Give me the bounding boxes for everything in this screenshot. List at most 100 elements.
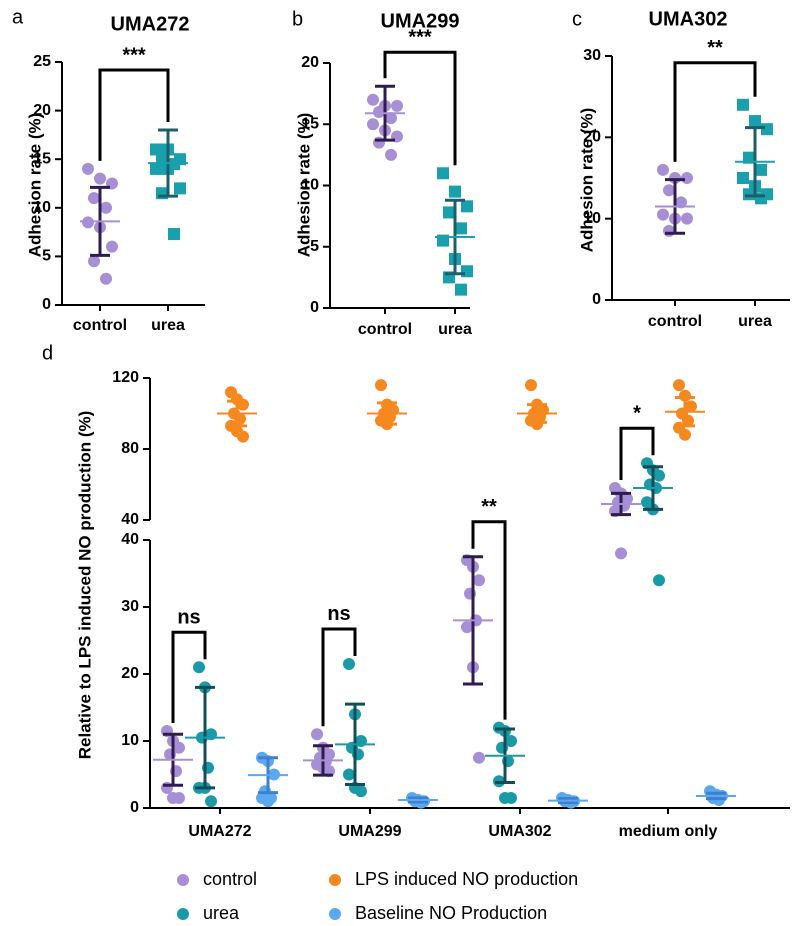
y-tick-label: 0 [310,299,319,316]
significance-label: ns [177,607,200,629]
data-point [755,192,767,205]
y-axis-label: Adhesion rate (%) [25,113,44,258]
significance-bracket [171,630,207,723]
data-point [262,795,274,808]
data-point [749,115,761,128]
legend-label: urea [203,903,240,923]
y-tick-label: 120 [112,369,139,386]
data-point [367,93,379,106]
significance-bracket [383,50,457,166]
y-axis-label: Relative to LPS induced NO production (%… [75,411,94,760]
data-point [681,172,693,184]
data-point [355,785,367,798]
data-point [237,430,249,443]
data-point [525,379,537,392]
data-point [94,172,106,185]
y-tick-label: 15 [33,150,51,167]
data-point [343,657,355,670]
data-point [761,123,773,136]
data-point [505,791,517,804]
y-tick-label: 10 [33,199,51,216]
data-point [150,162,162,175]
chart-title: UMA272 [111,13,190,35]
data-point [205,795,217,808]
data-point [675,196,687,209]
data-point [455,222,467,235]
data-point [367,118,379,131]
legend-marker [177,874,189,886]
y-tick-label: 10 [121,732,139,749]
data-point [743,151,755,164]
significance-bracket [98,68,170,161]
legend-marker [329,874,341,886]
legend-label: control [203,869,257,889]
data-point [653,469,665,482]
y-tick-label: 40 [121,511,139,528]
y-tick-label: 20 [121,665,139,682]
y-tick-label: 0 [592,291,601,308]
y-tick-label: 10 [301,177,319,194]
data-point [681,212,693,225]
y-tick-label: 5 [310,238,319,255]
data-point [106,240,118,253]
x-tick-label: urea [151,317,185,334]
significance-bracket [673,61,757,162]
data-point [473,751,485,764]
data-point [385,112,397,125]
x-tick-label: control [358,321,412,338]
panel-label: d [42,342,53,364]
data-point [743,188,755,201]
y-tick-label: 5 [42,248,51,265]
significance-label: ns [327,603,350,625]
data-point [461,265,473,278]
y-tick-label: 30 [583,47,601,64]
chart-title: UMA302 [649,8,728,30]
data-point [679,428,691,441]
data-point [449,185,461,198]
significance-label: * [633,402,641,424]
x-tick-label: control [648,313,702,330]
data-point [193,661,205,674]
data-point [737,172,749,184]
legend-label: LPS induced NO production [355,869,578,889]
x-tick-label: urea [438,321,472,338]
data-point [150,143,162,156]
x-tick-label: UMA272 [188,823,251,840]
legend-marker [177,908,189,920]
data-point [505,735,517,747]
y-tick-label: 0 [130,799,139,816]
data-point [663,184,675,197]
legend-label: Baseline NO Production [355,903,547,923]
chart-title: UMA299 [381,10,460,32]
data-point [673,379,685,392]
data-point [443,206,455,219]
data-point [473,574,485,587]
data-point [685,400,697,413]
data-point [437,167,449,180]
data-point [657,208,669,221]
data-point [100,201,112,214]
significance-bracket [321,627,357,727]
panel-label: c [572,8,582,30]
data-point [455,283,467,296]
y-tick-label: 0 [42,296,51,313]
significance-label: ** [481,496,497,518]
x-tick-label: urea [738,313,772,330]
data-point [88,192,100,205]
data-point [173,791,185,804]
legend-marker [329,908,341,920]
data-point [173,741,185,754]
y-axis-label: Adhesion rate (%) [294,113,313,258]
significance-bracket [619,426,655,481]
data-point [88,255,100,268]
data-point [615,547,627,560]
data-point [461,621,473,634]
y-tick-label: 10 [583,210,601,227]
data-point [373,106,385,118]
significance-label: *** [408,27,432,49]
data-point [653,574,665,587]
data-point [737,98,749,111]
data-point [82,162,94,175]
data-point [343,768,355,781]
